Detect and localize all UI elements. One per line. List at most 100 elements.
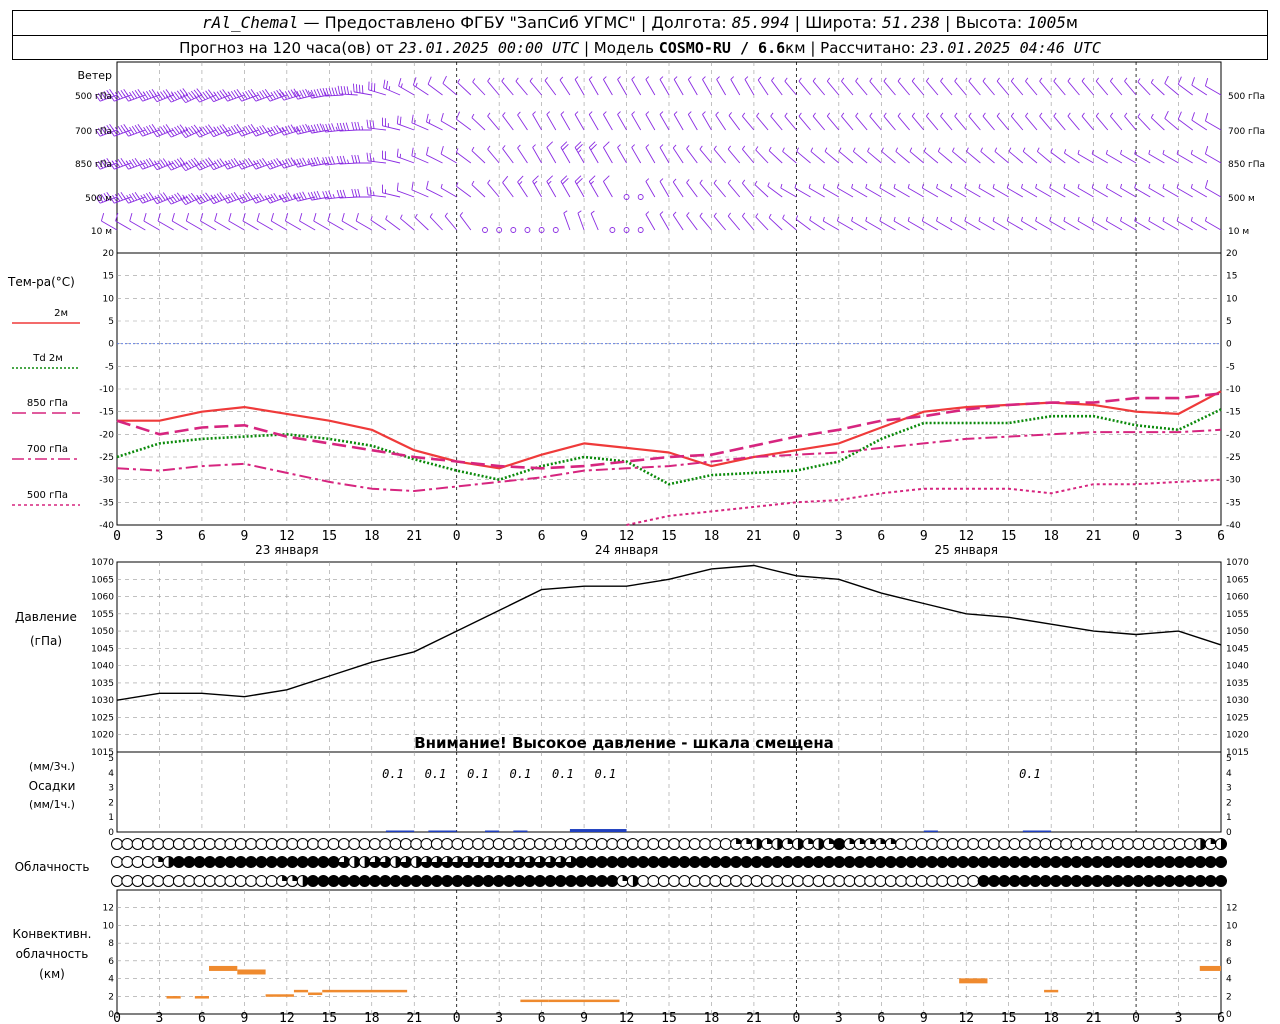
wind-barb-half-feather bbox=[937, 147, 941, 152]
wind-barb-feather bbox=[328, 156, 332, 165]
wind-barb-feather bbox=[143, 212, 147, 222]
x-tick-label-temp: 0 bbox=[792, 529, 800, 544]
cloud-cover-circle bbox=[358, 875, 371, 887]
wind-barb-half-feather bbox=[897, 112, 901, 117]
wind-barb-feather bbox=[264, 162, 271, 170]
wind-barb-feather bbox=[214, 212, 218, 222]
wind-barb-staff bbox=[1081, 115, 1094, 131]
wind-barb-feather bbox=[162, 158, 169, 166]
wind-barb-staff bbox=[370, 219, 387, 231]
wind-barb-half-feather bbox=[645, 76, 650, 80]
wind-barb-feather bbox=[259, 90, 265, 99]
wind-barb-feather bbox=[165, 163, 172, 171]
cloud-cover-circle bbox=[1008, 875, 1021, 887]
wind-barb-staff bbox=[742, 215, 755, 231]
wind-barb-staff bbox=[413, 84, 429, 96]
pressure-y-tick-right: 1020 bbox=[1226, 731, 1249, 741]
wind-barb-feather bbox=[168, 196, 175, 204]
wind-barb-feather bbox=[123, 94, 129, 102]
temperature-panel bbox=[116, 390, 1222, 526]
precip-bar bbox=[385, 830, 415, 833]
wind-barb-half-feather bbox=[1134, 216, 1137, 222]
wind-barb-half-feather bbox=[940, 112, 944, 117]
wind-barb-feather bbox=[112, 128, 118, 136]
cloud-cover-circle bbox=[1111, 875, 1124, 887]
cloud-cover-circle bbox=[307, 875, 320, 887]
cloud-cover-circle bbox=[781, 856, 794, 868]
wind-barb-half-feather bbox=[699, 179, 703, 184]
wind-barb-staff bbox=[659, 114, 670, 131]
cloud-cover-fill bbox=[462, 856, 474, 868]
convective-y-tick-right: 4 bbox=[1226, 975, 1232, 985]
wind-barb-feather bbox=[284, 212, 289, 222]
wind-barb-staff bbox=[1053, 80, 1066, 96]
wind-calm-mark bbox=[637, 227, 644, 233]
wind-barb-staff bbox=[687, 114, 698, 131]
cloud-cover-fill bbox=[859, 838, 866, 844]
wind-barb-staff bbox=[411, 122, 429, 131]
wind-barb-feather bbox=[228, 160, 234, 168]
wind-barb-staff bbox=[823, 220, 840, 231]
wind-barb-half-feather bbox=[1148, 216, 1151, 222]
wind-barb-staff bbox=[487, 148, 500, 164]
wind-barb-feather bbox=[383, 79, 386, 88]
wind-barb-staff bbox=[271, 220, 288, 231]
cloud-cover-circle bbox=[812, 856, 825, 868]
wind-barb-half-feather bbox=[1150, 78, 1154, 83]
wind-barb-feather bbox=[293, 159, 299, 168]
wind-calm-mark bbox=[496, 227, 503, 233]
cloud-cover-circle bbox=[111, 875, 123, 887]
wind-barb-staff bbox=[851, 187, 868, 198]
wind-calm-mark bbox=[552, 227, 559, 233]
cloud-cover-fill bbox=[1210, 838, 1217, 844]
cloud-cover-circle bbox=[709, 856, 722, 868]
wind-barb-half-feather bbox=[672, 211, 677, 216]
wind-barb-feather bbox=[123, 162, 129, 170]
wind-barb-half-feather bbox=[768, 146, 772, 151]
wind-barb-feather bbox=[236, 94, 242, 102]
x-tick-label-temp: 3 bbox=[1175, 529, 1183, 544]
cloud-cover-circle bbox=[121, 875, 134, 887]
wind-barb-feather bbox=[264, 94, 271, 102]
wind-barb-feather bbox=[307, 90, 312, 99]
wind-barb-half-feather bbox=[1010, 112, 1015, 117]
wind-barb-staff bbox=[812, 115, 826, 131]
wind-barb-half-feather bbox=[560, 111, 565, 115]
cloud-cover-circle bbox=[131, 875, 144, 887]
wind-barb-feather bbox=[213, 194, 220, 202]
wind-barb-feather bbox=[245, 158, 251, 167]
wind-barb-staff bbox=[502, 115, 514, 131]
wind-barb-staff bbox=[429, 216, 443, 231]
wind-barb-half-feather bbox=[373, 191, 375, 196]
wind-barb-feather bbox=[336, 190, 341, 199]
wind-barb-feather bbox=[293, 126, 299, 135]
wind-barb-half-feather bbox=[702, 76, 706, 80]
wind-barb-feather bbox=[342, 122, 347, 131]
wind-barb-feather bbox=[160, 159, 166, 167]
wind-barb-half-feather bbox=[1050, 148, 1053, 153]
wind-barb-half-feather bbox=[1036, 147, 1040, 152]
cloud-cover-circle bbox=[162, 875, 175, 887]
x-tick-label-temp: 21 bbox=[1086, 529, 1102, 544]
wind-barb-half-feather bbox=[952, 147, 955, 152]
wind-barb-feather bbox=[396, 148, 399, 157]
wind-barb-feather bbox=[95, 196, 101, 204]
wind-barb-staff bbox=[411, 189, 429, 198]
wind-barb-half-feather bbox=[278, 195, 282, 200]
cloud-cover-circle bbox=[564, 838, 577, 850]
cloud-cover-fill bbox=[565, 856, 577, 868]
cloud-cover-fill bbox=[416, 856, 422, 868]
wind-barb-feather bbox=[357, 188, 361, 198]
wind-barb-half-feather bbox=[1134, 183, 1137, 189]
wind-barb-half-feather bbox=[1134, 149, 1137, 155]
wind-barb-half-feather bbox=[350, 90, 353, 95]
wind-barb-feather bbox=[140, 128, 146, 136]
wind-barb-feather bbox=[331, 123, 335, 132]
wind-barb-staff bbox=[756, 115, 769, 131]
cloud-cover-circle bbox=[719, 856, 732, 868]
wind-barb-feather bbox=[345, 122, 350, 131]
cloud-cover-circle bbox=[441, 838, 454, 850]
wind-barb-feather bbox=[299, 192, 304, 200]
wind-barb-half-feather bbox=[702, 111, 706, 115]
wind-barb-feather bbox=[532, 175, 539, 182]
